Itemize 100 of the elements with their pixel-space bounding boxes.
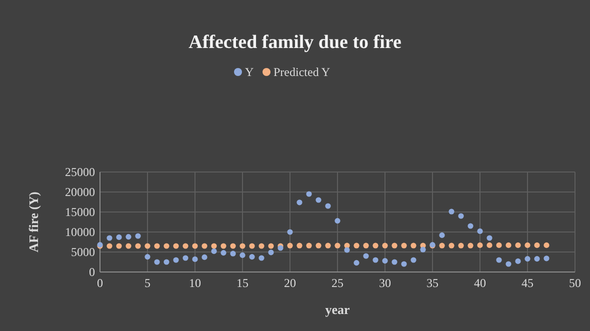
point xyxy=(316,197,322,203)
point xyxy=(524,242,530,248)
x-tick-label: 30 xyxy=(379,276,391,290)
x-tick-label: 15 xyxy=(236,276,248,290)
point xyxy=(202,243,208,249)
point xyxy=(268,250,274,256)
point xyxy=(372,242,378,248)
point xyxy=(173,243,179,249)
point xyxy=(496,242,502,248)
point xyxy=(410,242,416,248)
point xyxy=(240,243,246,249)
point xyxy=(534,242,540,248)
chart-title: Affected family due to fire xyxy=(188,32,402,53)
point xyxy=(258,255,264,261)
x-tick-label: 35 xyxy=(426,276,438,290)
point xyxy=(164,259,170,265)
point xyxy=(354,242,360,248)
point xyxy=(325,203,331,209)
point xyxy=(382,242,388,248)
point xyxy=(135,243,141,249)
y-tick-label: 10000 xyxy=(65,225,95,239)
point xyxy=(316,242,322,248)
point xyxy=(334,242,340,248)
point xyxy=(372,257,378,263)
point xyxy=(382,258,388,264)
point xyxy=(458,242,464,248)
point xyxy=(296,200,302,206)
point xyxy=(249,254,255,260)
point xyxy=(258,243,264,249)
y-tick-label: 25000 xyxy=(65,165,95,179)
point xyxy=(126,234,132,240)
point xyxy=(126,243,132,249)
x-axis-title: year xyxy=(325,302,350,317)
point xyxy=(334,218,340,224)
point xyxy=(401,242,407,248)
point xyxy=(344,247,350,253)
point xyxy=(135,233,141,239)
point xyxy=(354,260,360,266)
point xyxy=(506,242,512,248)
point xyxy=(182,255,188,261)
point xyxy=(211,248,217,254)
point xyxy=(486,242,492,248)
point xyxy=(306,242,312,248)
legend-label: Y xyxy=(245,65,254,79)
x-tick-label: 20 xyxy=(284,276,296,290)
y-tick-label: 5000 xyxy=(71,245,95,259)
point xyxy=(220,243,226,249)
point xyxy=(524,256,530,262)
point xyxy=(220,250,226,256)
point xyxy=(506,261,512,267)
point xyxy=(468,242,474,248)
point xyxy=(392,259,398,265)
point xyxy=(392,242,398,248)
point xyxy=(448,208,454,214)
y-tick-label: 20000 xyxy=(65,185,95,199)
x-tick-label: 25 xyxy=(332,276,344,290)
point xyxy=(296,242,302,248)
point xyxy=(154,243,160,249)
point xyxy=(287,242,293,248)
point xyxy=(268,243,274,249)
point xyxy=(410,257,416,263)
point xyxy=(401,261,407,267)
point xyxy=(448,242,454,248)
x-tick-label: 10 xyxy=(189,276,201,290)
point xyxy=(439,232,445,238)
point xyxy=(116,234,122,240)
point xyxy=(192,243,198,249)
point xyxy=(106,243,112,249)
point xyxy=(534,256,540,262)
point xyxy=(306,191,312,197)
point xyxy=(363,242,369,248)
point xyxy=(515,242,521,248)
point xyxy=(363,253,369,259)
point xyxy=(173,257,179,263)
point xyxy=(164,243,170,249)
x-tick-label: 50 xyxy=(569,276,581,290)
point xyxy=(144,254,150,260)
point xyxy=(477,228,483,234)
y-axis-title: AF fire (Y) xyxy=(26,192,41,252)
point xyxy=(544,256,550,262)
point xyxy=(230,250,236,256)
point xyxy=(106,235,112,241)
point xyxy=(325,242,331,248)
point xyxy=(477,242,483,248)
y-tick-label: 15000 xyxy=(65,205,95,219)
point xyxy=(468,223,474,229)
point xyxy=(458,213,464,219)
point xyxy=(420,246,426,252)
point xyxy=(144,243,150,249)
point xyxy=(496,257,502,263)
point xyxy=(439,242,445,248)
point xyxy=(544,242,550,248)
point xyxy=(249,243,255,249)
point xyxy=(192,256,198,262)
point xyxy=(202,254,208,260)
y-tick-label: 0 xyxy=(89,265,95,279)
point xyxy=(287,229,293,235)
legend-label: Predicted Y xyxy=(274,65,330,79)
x-tick-label: 45 xyxy=(522,276,534,290)
point xyxy=(116,243,122,249)
